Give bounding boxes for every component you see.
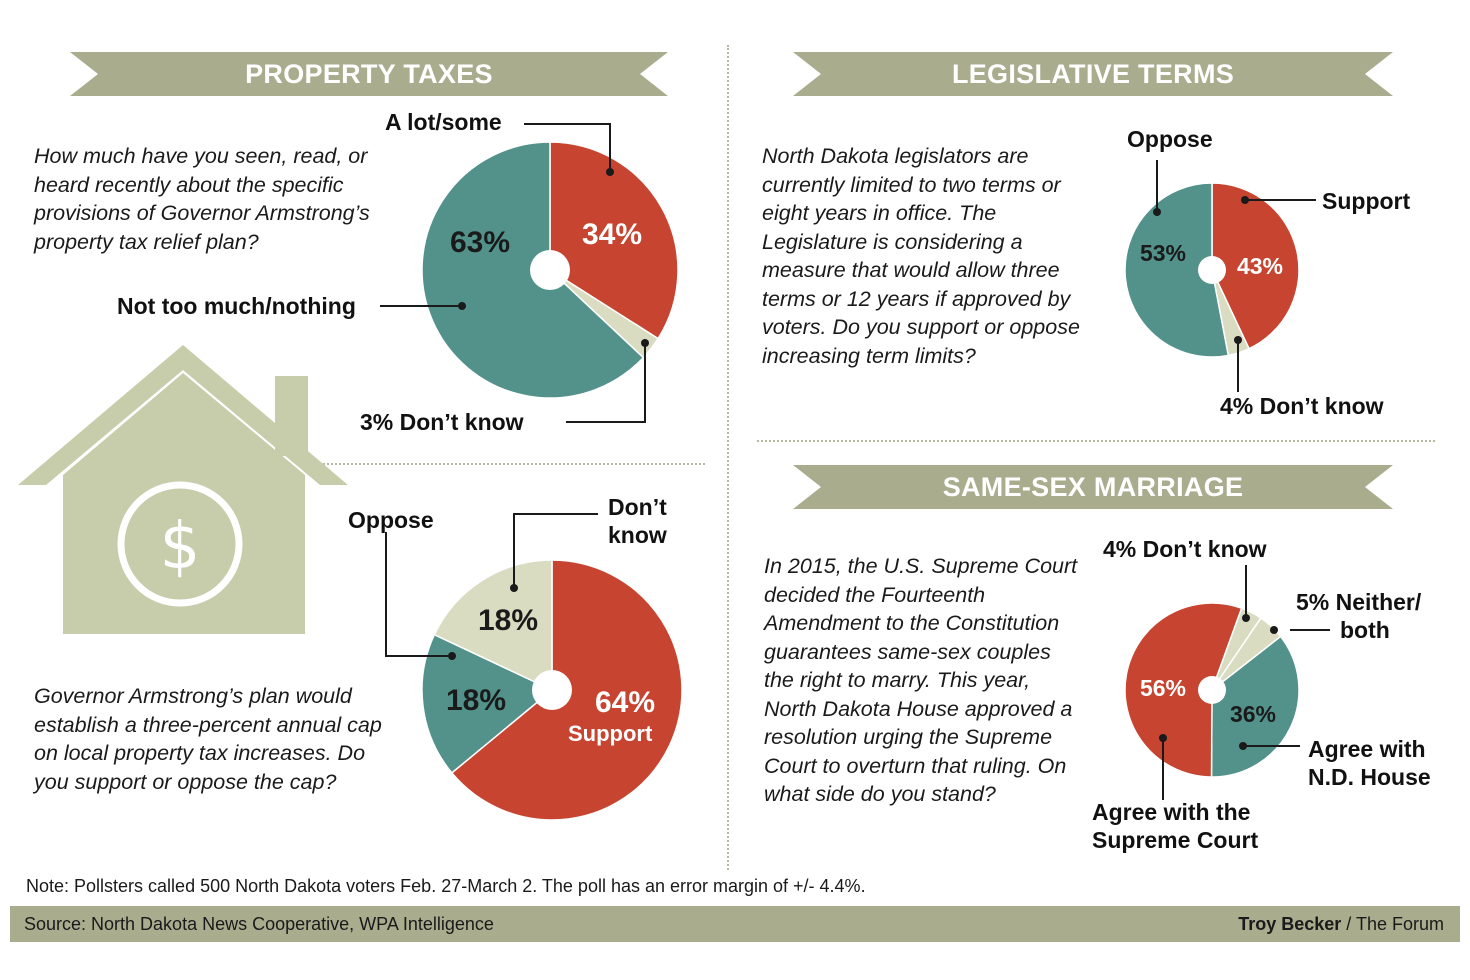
pie-center-hole <box>1198 676 1226 704</box>
source-text: Source: North Dakota News Cooperative, W… <box>24 914 494 934</box>
pie-slice-support <box>1211 182 1300 350</box>
pie-slice-agree-with-the-supreme-court <box>1124 602 1243 778</box>
leader-dot <box>1239 742 1247 750</box>
label-dont-know-q1: 3% Don’t know <box>360 409 524 435</box>
label-dont-know-q2-line1: Don’t <box>608 494 667 520</box>
label-agree-court-line1: Agree with the <box>1092 799 1251 825</box>
pie-value-label: 53% <box>1140 240 1186 266</box>
property-taxes-title: PROPERTY TAXES <box>245 59 493 89</box>
legislative-terms-title: LEGISLATIVE TERMS <box>951 59 1235 89</box>
label-neither-line2: both <box>1340 617 1390 643</box>
label-agree-court-line2: Supreme Court <box>1092 827 1259 853</box>
pie-slice-oppose <box>421 633 554 774</box>
label-oppose-terms: Oppose <box>1127 126 1213 152</box>
dollar-sign: $ <box>160 510 201 584</box>
term-limits-question: North Dakota legislators are currently l… <box>762 144 1080 368</box>
label-agree-house-line2: N.D. House <box>1308 764 1431 790</box>
label-oppose-q2: Oppose <box>348 507 434 533</box>
label-neither-line1: 5% Neither/ <box>1296 589 1422 615</box>
leader-dot <box>1242 614 1250 622</box>
same-sex-marriage-title: SAME-SEX MARRIAGE <box>942 472 1244 502</box>
leader-dont-know-q1 <box>566 343 646 423</box>
property-taxes-banner: PROPERTY TAXES <box>70 52 668 96</box>
leader-dot <box>510 584 518 592</box>
credit-name: Troy Becker <box>1238 914 1342 934</box>
right-horizontal-divider <box>757 440 1435 442</box>
pie-value-label: 18% <box>446 684 506 717</box>
pie-slice-oppose <box>1124 182 1230 358</box>
pie-value-label: 43% <box>1237 253 1283 279</box>
left-horizontal-divider <box>320 463 705 465</box>
label-dont-know-q2-line2: know <box>608 522 667 548</box>
legislative-terms-banner: LEGISLATIVE TERMS <box>793 52 1393 96</box>
leader-dot <box>1153 208 1161 216</box>
label-dont-know-marriage: 4% Don’t know <box>1103 536 1267 562</box>
property-cap-question: Governor Armstrong’s plan would establis… <box>34 684 382 794</box>
pie-slice-neither-both <box>1211 616 1282 691</box>
pie-value-label: 34% <box>582 218 642 251</box>
vertical-divider <box>727 45 729 870</box>
leader-dot <box>448 652 456 660</box>
same-sex-marriage-question: In 2015, the U.S. Supreme Court decided … <box>764 554 1078 806</box>
pie-value-label: 64% <box>595 686 655 719</box>
banner-shape <box>793 52 1393 96</box>
same-sex-marriage-banner: SAME-SEX MARRIAGE <box>793 465 1393 509</box>
pie-value-label: 63% <box>450 226 510 259</box>
credit-outlet: / The Forum <box>1341 914 1444 934</box>
pie-value-label: 56% <box>1140 675 1186 701</box>
coin-ring-shape <box>117 481 243 607</box>
leader-dot <box>641 339 649 347</box>
leader-dont-know-q2 <box>513 513 598 588</box>
credit-text: Troy Becker / The Forum <box>1238 906 1444 942</box>
property-awareness-question: How much have you seen, read, or heard r… <box>34 144 370 254</box>
leader-dot <box>1270 626 1278 634</box>
pie-center-hole <box>532 670 572 710</box>
pie-slice-agree-with-n-d-house <box>1210 635 1300 778</box>
pie-center-hole <box>530 250 570 290</box>
leader-oppose-q2 <box>385 532 452 657</box>
pie-value-label: 18% <box>478 604 538 637</box>
leader-dot <box>1159 734 1167 742</box>
leader-dot <box>458 302 466 310</box>
pie-value-label: 36% <box>1230 701 1276 727</box>
roof-shape <box>18 345 348 485</box>
leader-dot <box>1241 196 1249 204</box>
leader-dot <box>1234 336 1242 344</box>
leader-dot <box>606 168 614 176</box>
label-dont-know-terms: 4% Don’t know <box>1220 393 1384 419</box>
footer-bar: Source: North Dakota News Cooperative, W… <box>10 906 1460 942</box>
leader-a-lot <box>524 123 611 172</box>
label-support-q2: Support <box>568 721 653 746</box>
label-not-too-much: Not too much/nothing <box>117 293 356 319</box>
banner-shape <box>70 52 668 96</box>
pie-slice-don-t-know <box>433 559 553 692</box>
label-support-terms: Support <box>1322 188 1411 214</box>
label-agree-house-line1: Agree with <box>1308 736 1426 762</box>
banner-shape <box>793 465 1393 509</box>
poll-note: Note: Pollsters called 500 North Dakota … <box>26 876 866 896</box>
pie-center-hole <box>1198 256 1226 284</box>
label-a-lot-some: A lot/some <box>385 109 502 135</box>
